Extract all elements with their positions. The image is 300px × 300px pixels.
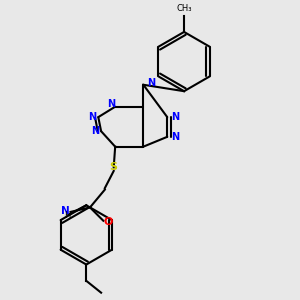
Text: S: S [110, 162, 118, 172]
Text: N: N [171, 112, 179, 122]
Text: N: N [61, 206, 70, 216]
Text: N: N [171, 132, 179, 142]
Text: H: H [64, 211, 70, 220]
Text: N: N [147, 78, 155, 88]
Text: N: N [88, 112, 96, 122]
Text: CH₃: CH₃ [176, 4, 192, 13]
Text: N: N [107, 99, 115, 109]
Text: N: N [91, 126, 99, 136]
Text: O: O [103, 217, 113, 227]
